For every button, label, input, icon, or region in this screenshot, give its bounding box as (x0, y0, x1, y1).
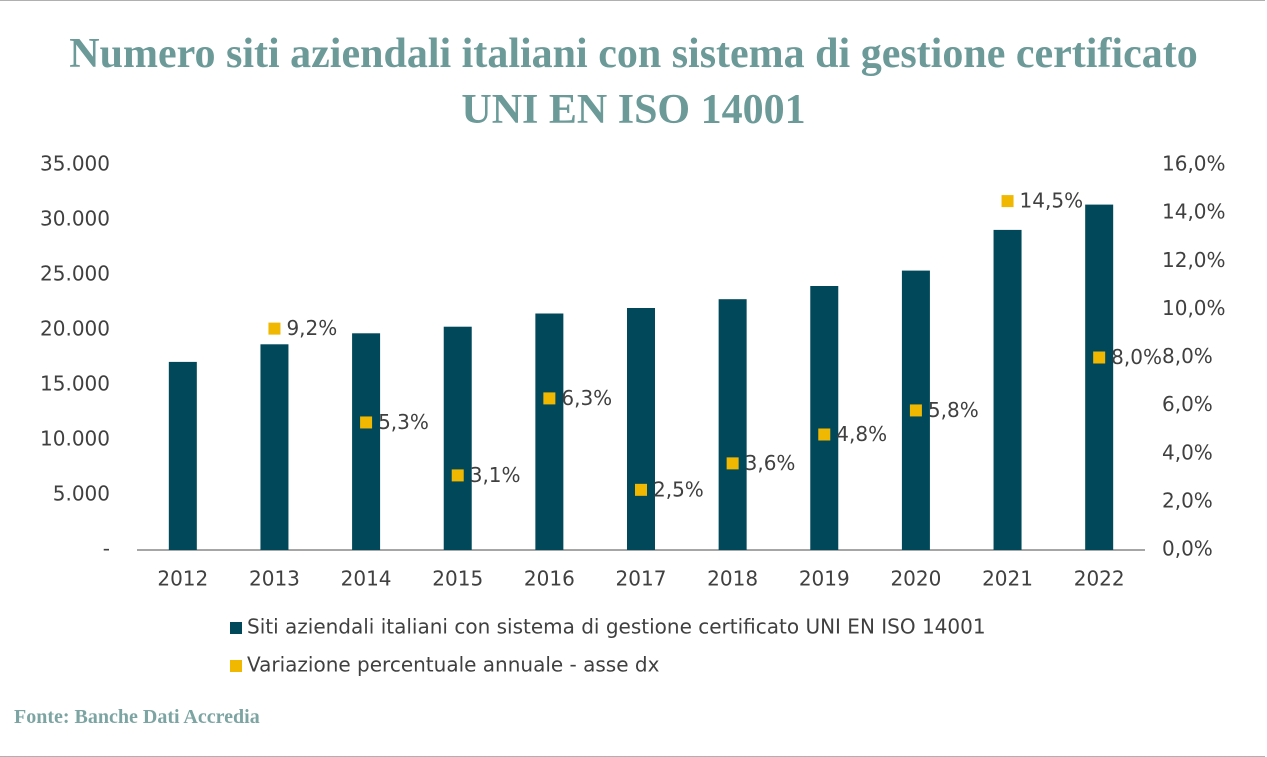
x-tick-label: 2013 (249, 567, 300, 591)
y2-tick-label: 8,0% (1162, 344, 1213, 368)
marker (360, 416, 373, 429)
legend-swatch (230, 660, 242, 672)
data-label: 6,3% (561, 386, 612, 410)
y2-tick-label: 10,0% (1162, 296, 1226, 320)
bar (535, 313, 564, 550)
x-tick-label: 2014 (341, 567, 392, 591)
marker (909, 404, 922, 417)
legend-label: Siti aziendali italiani con sistema di g… (247, 615, 986, 639)
marker (543, 392, 556, 405)
y2-tick-label: 6,0% (1162, 392, 1213, 416)
legend-label: Variazione percentuale annuale - asse dx (247, 653, 660, 677)
marker (1093, 351, 1106, 364)
data-label: 8,0% (1111, 345, 1162, 369)
source: Fonte: Banche Dati Accredia (14, 706, 260, 728)
chart-title-text: Numero siti aziendali italiani con siste… (69, 31, 1198, 133)
marker (451, 469, 464, 482)
marker (268, 322, 281, 335)
marker (818, 428, 831, 441)
y2-tick-label: 2,0% (1162, 488, 1213, 512)
marker (635, 483, 647, 496)
x-tick-label: 2016 (524, 567, 575, 591)
bar (993, 229, 1022, 550)
y-tick-label: 5.000 (53, 482, 110, 506)
y2-tick-label: 14,0% (1162, 200, 1226, 224)
bar (718, 299, 747, 550)
marker (726, 457, 739, 470)
y-tick-label: 30.000 (40, 207, 110, 231)
data-label: 4,8% (836, 422, 887, 446)
marker (1001, 195, 1014, 208)
x-tick-label: 2018 (707, 567, 758, 591)
x-tick-label: 2020 (890, 567, 941, 591)
bar (627, 308, 655, 550)
x-tick-label: 2022 (1074, 567, 1125, 591)
y-tick-label: 25.000 (40, 262, 110, 286)
y2-tick-label: 0,0% (1162, 537, 1213, 561)
data-label: 5,3% (378, 410, 429, 434)
bar (168, 361, 197, 550)
y2-tick-label: 12,0% (1162, 248, 1226, 272)
data-label: 9,2% (286, 316, 337, 340)
bar (260, 344, 289, 550)
legend-swatch (230, 622, 242, 634)
y-tick-label: 20.000 (40, 317, 110, 341)
data-label: 3,1% (470, 463, 521, 487)
data-label: 3,6% (745, 451, 796, 475)
x-tick-label: 2017 (616, 567, 667, 591)
bar (810, 286, 839, 550)
x-tick-label: 2021 (982, 567, 1033, 591)
y-tick-label: - (103, 537, 110, 561)
chart: - 5.000 10.000 15.000 20.000 25.000 30.000 35.0… (40, 152, 1226, 677)
x-tick-label: 2015 (432, 567, 483, 591)
bar (1085, 204, 1114, 550)
y-tick-label: 35.000 (40, 152, 110, 176)
x-tick-label: 2019 (799, 567, 850, 591)
data-label: 2,5% (653, 477, 704, 501)
bar (352, 333, 381, 550)
y-tick-label: 10.000 (40, 427, 110, 451)
bar (443, 326, 472, 550)
data-label: 5,8% (928, 398, 979, 422)
y2-tick-label: 4,0% (1162, 440, 1213, 464)
x-tick-label: 2012 (157, 567, 208, 591)
data-label: 14,5% (1020, 189, 1084, 213)
chart-title: Numero siti aziendali italiani con siste… (40, 26, 1227, 138)
y-tick-label: 15.000 (40, 372, 110, 396)
y2-tick-label: 16,0% (1162, 152, 1226, 176)
